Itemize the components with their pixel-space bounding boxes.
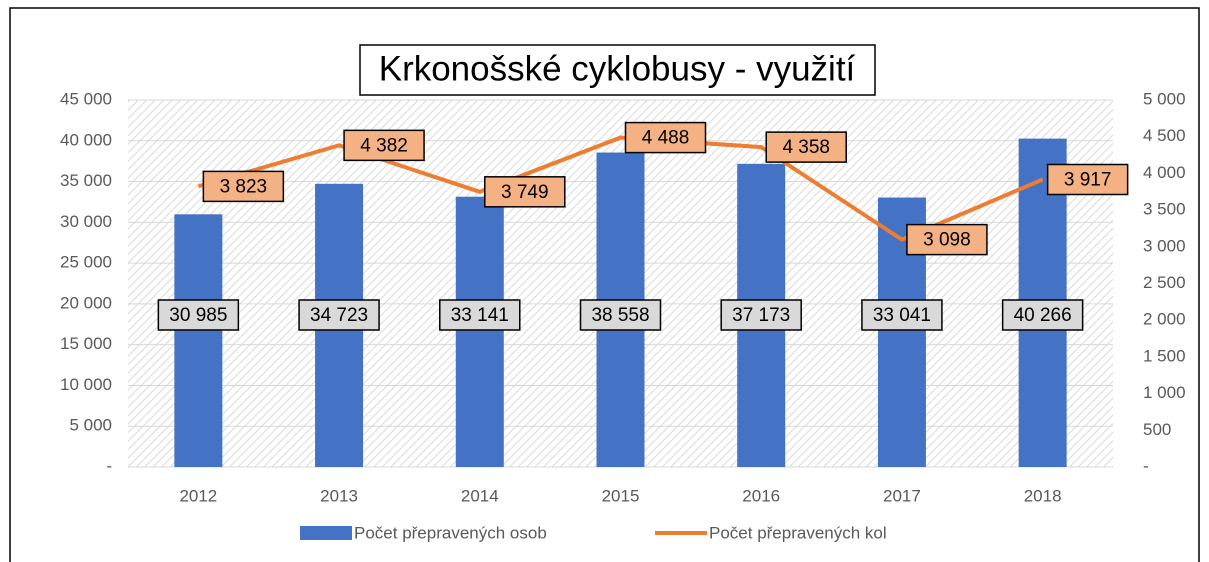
line [197, 135, 1044, 242]
y2-tick-label: 500 [1143, 420, 1171, 439]
y-tick-label: 25 000 [60, 253, 112, 272]
bar-value-label-box [861, 299, 943, 331]
legend-label: Počet přepravených osob [354, 523, 547, 542]
y-tick-label: 20 000 [60, 293, 112, 312]
legend-swatch [300, 526, 352, 540]
line-value-label: 3 917 [1064, 170, 1112, 191]
line-value-label-box [1046, 163, 1129, 196]
bar-value-label: 34 723 [310, 305, 368, 326]
y2-tick-label: 1 500 [1143, 346, 1186, 365]
line-value-label: 3 749 [501, 182, 549, 203]
y-tick-label: 5 000 [69, 416, 112, 435]
chart-title: Krkonošské cyklobusy - využití [379, 49, 856, 88]
legend-label: Počet přepravených kol [709, 523, 887, 542]
line-value-label: 3 098 [923, 230, 971, 251]
bar-value-label: 33 041 [873, 305, 931, 326]
line-value-label-box [343, 129, 425, 162]
line-value-label: 4 382 [360, 135, 408, 156]
line-value-label: 3 823 [220, 176, 268, 197]
y2-tick-label: 5 000 [1143, 89, 1186, 108]
y-tick-label: 35 000 [60, 171, 112, 190]
y2-tick-label: 4 000 [1143, 163, 1186, 182]
bar-value-label-box [439, 299, 521, 331]
x-tick-label: 2018 [1024, 486, 1062, 505]
bar [455, 196, 504, 467]
title-box [359, 44, 876, 96]
y-tick-label: 10 000 [60, 375, 112, 394]
y-tick-label: 40 000 [60, 130, 112, 149]
line-value-label: 4 358 [782, 137, 830, 158]
line-value-label-box [202, 170, 285, 203]
line-value-label-box [484, 176, 566, 208]
line-value-label-box [624, 121, 707, 154]
line-value-label-box [906, 223, 988, 256]
y2-tick-label: 2 000 [1143, 310, 1186, 329]
y-tick-label: 30 000 [60, 212, 112, 231]
bar-value-label-box [720, 299, 802, 331]
line-value-label: 4 488 [642, 128, 690, 149]
y2-tick-label: 3 500 [1143, 200, 1186, 219]
x-tick-label: 2014 [461, 486, 499, 505]
bar-value-label-box [157, 299, 240, 331]
y2-tick-label: 2 500 [1143, 273, 1186, 292]
bar-value-label: 30 985 [169, 305, 227, 326]
frame [9, 7, 1200, 562]
bar-value-label: 37 173 [732, 305, 790, 326]
y-tick-label: 45 000 [60, 89, 112, 108]
y2-tick-label: 1 000 [1143, 383, 1186, 402]
line-value-label-box [765, 131, 847, 163]
bar-value-label: 40 266 [1014, 305, 1072, 326]
y2-tick-label: 4 500 [1143, 126, 1186, 145]
y2-tick-label: - [1143, 456, 1149, 475]
x-tick-label: 2015 [602, 486, 640, 505]
bar-value-label-box [298, 299, 380, 331]
bar-value-label-box [579, 299, 662, 331]
x-tick-label: 2012 [179, 486, 217, 505]
y2-tick-label: 3 000 [1143, 236, 1186, 255]
y-tick-label: 15 000 [60, 334, 112, 353]
bar-value-label: 33 141 [451, 305, 509, 326]
bar-value-label: 38 558 [591, 305, 649, 326]
bar-value-label-box [1001, 299, 1084, 331]
y-tick-label: - [106, 456, 112, 475]
x-tick-label: 2017 [883, 486, 921, 505]
bar [174, 214, 223, 467]
x-tick-label: 2016 [742, 486, 780, 505]
x-tick-label: 2013 [320, 486, 358, 505]
